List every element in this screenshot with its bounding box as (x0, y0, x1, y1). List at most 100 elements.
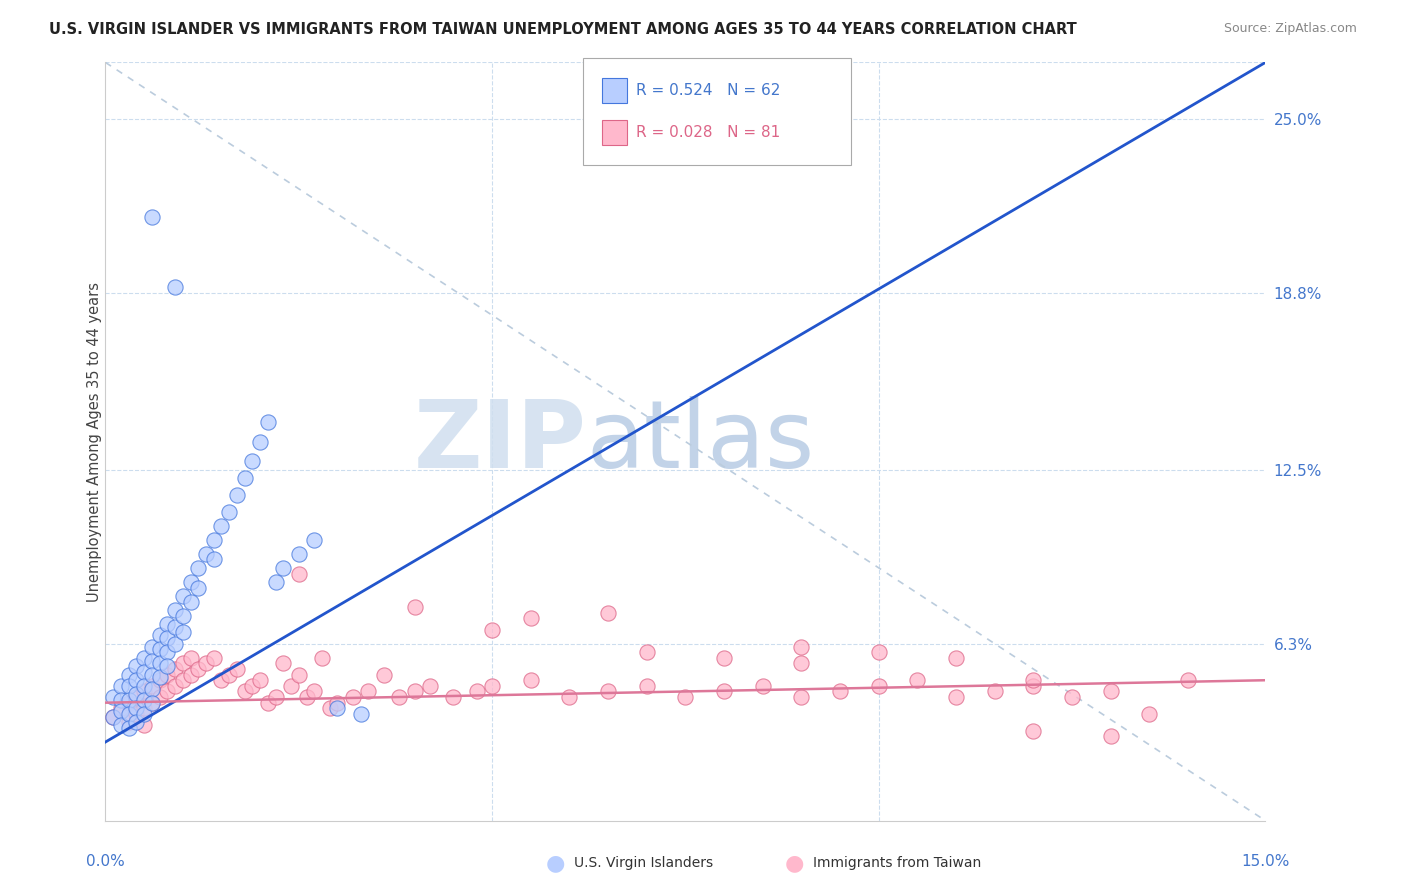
Point (132, 679, 156, 693)
Text: Source: ZipAtlas.com: Source: ZipAtlas.com (1223, 22, 1357, 36)
Point (211, 673, 233, 688)
Point (288, 566, 311, 581)
Point (149, 657, 172, 671)
Point (1099, 684, 1122, 698)
Point (125, 673, 148, 688)
Point (520, 673, 543, 688)
Point (118, 715, 141, 730)
Point (404, 600, 426, 615)
Point (790, 690, 813, 704)
Point (388, 690, 411, 704)
Point (273, 657, 295, 671)
Point (149, 642, 172, 657)
Point (141, 696, 163, 710)
Point (118, 679, 141, 693)
Point (752, 679, 775, 693)
Point (125, 706, 148, 721)
Point (233, 471, 256, 485)
Point (326, 701, 349, 715)
Point (165, 620, 187, 634)
Point (132, 684, 156, 698)
Point (868, 679, 890, 693)
Point (1139, 706, 1161, 721)
Point (110, 704, 132, 718)
Point (165, 662, 187, 676)
Point (165, 603, 187, 617)
Point (357, 684, 380, 698)
Point (280, 679, 302, 693)
Point (103, 710, 124, 724)
Point (598, 606, 620, 620)
Point (132, 693, 156, 707)
Point (1022, 673, 1045, 688)
Point (194, 657, 218, 671)
Point (141, 667, 163, 681)
Point (125, 715, 148, 730)
Point (242, 454, 264, 468)
Point (156, 667, 179, 681)
Point (218, 667, 240, 681)
Point (288, 667, 311, 681)
Point (180, 667, 202, 681)
Point (149, 673, 172, 688)
Point (132, 701, 156, 715)
Point (311, 650, 333, 665)
Point (350, 706, 373, 721)
Point (373, 667, 395, 681)
Point (103, 710, 124, 724)
Point (165, 637, 187, 651)
Point (141, 681, 163, 696)
Point (132, 706, 156, 721)
Point (141, 679, 163, 693)
Point (141, 696, 163, 710)
Point (211, 518, 233, 533)
Point (156, 684, 179, 698)
Point (945, 690, 967, 704)
Point (118, 706, 141, 721)
Text: U.S. Virgin Islanders: U.S. Virgin Islanders (574, 856, 713, 871)
Point (907, 673, 929, 688)
Point (304, 684, 326, 698)
Point (165, 679, 187, 693)
Point (404, 684, 426, 698)
Point (319, 701, 342, 715)
Point (156, 645, 179, 659)
Point (125, 701, 148, 715)
Point (110, 718, 132, 732)
Text: R = 0.028   N = 81: R = 0.028 N = 81 (636, 125, 780, 139)
Text: 15.0%: 15.0% (1241, 855, 1289, 870)
Text: Immigrants from Taiwan: Immigrants from Taiwan (813, 856, 981, 871)
Point (149, 628, 172, 642)
Point (156, 617, 179, 632)
Point (187, 561, 209, 575)
Point (295, 690, 318, 704)
Point (141, 654, 163, 668)
Text: R = 0.524   N = 62: R = 0.524 N = 62 (636, 83, 780, 97)
Point (172, 608, 194, 623)
Point (273, 561, 295, 575)
Point (132, 718, 156, 732)
Point (288, 547, 311, 561)
Point (180, 574, 202, 589)
Text: 0.0%: 0.0% (86, 855, 125, 870)
Point (257, 415, 280, 429)
Point (304, 533, 326, 547)
Point (713, 684, 735, 698)
Point (419, 679, 441, 693)
Point (156, 659, 179, 673)
Point (125, 687, 148, 701)
Point (118, 696, 141, 710)
Point (868, 645, 890, 659)
Point (481, 623, 503, 637)
Point (132, 650, 156, 665)
Point (165, 280, 187, 294)
Point (225, 662, 249, 676)
Point (187, 662, 209, 676)
Point (326, 696, 349, 710)
Point (202, 650, 225, 665)
Point (118, 667, 141, 681)
Point (132, 665, 156, 679)
Point (636, 645, 658, 659)
Point (172, 673, 194, 688)
Point (1099, 730, 1122, 744)
